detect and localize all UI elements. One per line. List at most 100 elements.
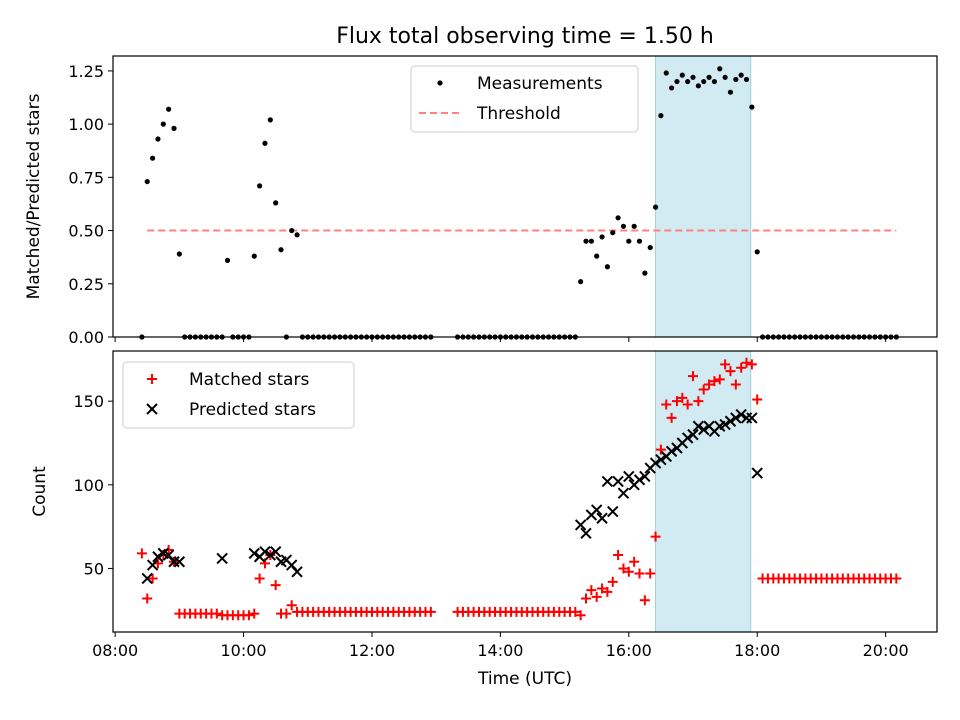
matched-stars-point xyxy=(211,608,222,619)
predicted-stars-point xyxy=(681,432,694,444)
measurement-point xyxy=(615,215,621,221)
measurement-point xyxy=(663,70,669,76)
y-tick-label: 0.50 xyxy=(68,222,104,241)
matched-stars-point xyxy=(618,563,629,574)
measurement-point xyxy=(695,83,701,89)
x-tick-label: 16:00 xyxy=(606,641,652,660)
matched-stars-point xyxy=(281,608,292,619)
measurement-point xyxy=(171,125,177,131)
predicted-stars-point xyxy=(146,559,159,571)
matched-stars-point xyxy=(891,573,902,584)
measurement-point xyxy=(224,257,231,263)
x-tick-label: 20:00 xyxy=(863,641,909,660)
matched-stars-point xyxy=(704,379,715,390)
predicted-stars-point xyxy=(633,474,646,486)
legend-label: Predicted stars xyxy=(189,400,316,420)
measurement-point xyxy=(717,66,723,72)
legend-marker xyxy=(146,403,158,415)
y-tick-label: 0.75 xyxy=(68,168,104,187)
matched-stars-point xyxy=(570,606,581,617)
matched-stars-point xyxy=(147,573,158,584)
predicted-stars-point xyxy=(639,470,651,483)
predicted-stars-point xyxy=(259,546,271,558)
matched-stars-point xyxy=(597,583,608,594)
matched-stars-point xyxy=(682,399,693,410)
matched-stars-point xyxy=(639,595,650,606)
predicted-stars-point xyxy=(623,470,635,483)
figure-title: Flux total observing time = 1.50 h xyxy=(336,24,714,49)
y-axis-label: Matched/Predicted stars xyxy=(24,93,44,299)
matched-stars-point xyxy=(136,548,147,559)
bottom-panel: 50 100 150 08:00 10:00 12:00 14:00 16:00 18:00 20… xyxy=(30,350,938,689)
predicted-stars-point xyxy=(269,546,282,558)
predicted-stars-point xyxy=(746,412,758,424)
legend-label: Matched stars xyxy=(189,370,309,390)
predicted-stars-point xyxy=(698,423,710,436)
axes-frame xyxy=(112,350,938,633)
predicted-stars-point xyxy=(617,487,630,499)
matched-stars-point xyxy=(623,566,634,577)
x-tick-label: 10:00 xyxy=(221,641,267,660)
matched-stars-point xyxy=(698,384,709,395)
measurement-point xyxy=(160,121,166,127)
predicted-stars-point xyxy=(687,428,699,441)
matched-stars-point xyxy=(634,568,645,579)
measurement-point xyxy=(722,74,728,80)
matched-stars-point xyxy=(693,396,704,407)
predicted-stars-point xyxy=(724,415,737,427)
measurement-point xyxy=(176,251,182,257)
measurement-point xyxy=(257,183,263,189)
predicted-stars-point xyxy=(216,552,228,565)
measurement-point xyxy=(620,223,627,229)
predicted-stars-point xyxy=(173,556,186,568)
predicted-stars-point xyxy=(580,527,592,540)
measurement-point xyxy=(647,244,653,251)
matched-stars-point xyxy=(666,412,677,423)
y-tick-label: 0.25 xyxy=(68,275,104,294)
measurement-point xyxy=(155,136,161,142)
measurement-point xyxy=(658,113,664,119)
matched-stars-point xyxy=(425,606,436,617)
matched-stars-point xyxy=(746,359,757,370)
matched-stars-point xyxy=(650,531,661,542)
matched-stars-point xyxy=(254,573,265,584)
y-tick-label: 100 xyxy=(73,476,104,495)
predicted-stars-point xyxy=(152,551,164,563)
matched-stars-point xyxy=(725,366,736,377)
measurement-point xyxy=(273,200,279,206)
predicted-stars-point xyxy=(719,418,731,431)
measurement-point xyxy=(578,279,584,285)
matched-stars-point xyxy=(580,593,591,604)
matched-stars-point xyxy=(249,608,260,619)
measurement-point xyxy=(669,85,675,91)
axes-frame xyxy=(112,55,938,338)
measurement-point xyxy=(144,178,150,185)
measurement-point xyxy=(149,155,156,161)
legend-box xyxy=(122,361,355,429)
measurement-point xyxy=(599,234,605,240)
matched-stars-point xyxy=(688,371,699,382)
matched-stars-point xyxy=(671,396,682,407)
measurement-point xyxy=(711,78,718,85)
matched-stars-point xyxy=(591,591,602,602)
matched-stars-point xyxy=(645,568,656,579)
measurement-point xyxy=(652,204,659,210)
matched-stars-point xyxy=(602,586,613,597)
measurement-point xyxy=(733,76,739,83)
measurement-point xyxy=(706,74,712,80)
measurement-point xyxy=(278,247,284,253)
measurement-point xyxy=(294,232,300,238)
predicted-stars-point xyxy=(730,412,742,424)
matched-stars-point xyxy=(730,379,741,390)
measurement-point xyxy=(289,227,295,234)
y-tick-label: 1.00 xyxy=(68,115,104,134)
matched-stars-point xyxy=(714,374,725,385)
x-tick-label: 18:00 xyxy=(734,641,780,660)
measurement-point xyxy=(610,230,616,236)
measurement-point xyxy=(642,270,648,276)
legend-box xyxy=(410,65,639,133)
predicted-stars-point xyxy=(291,566,303,578)
predicted-stars-point xyxy=(692,420,705,432)
predicted-stars-point xyxy=(574,519,587,531)
